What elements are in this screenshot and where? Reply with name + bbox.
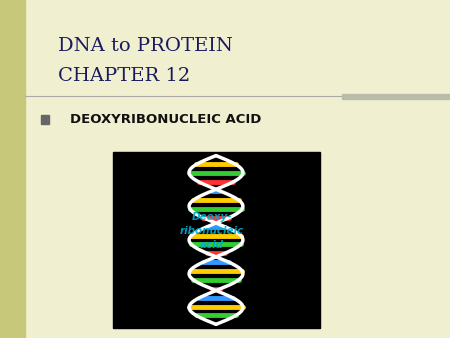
- Text: DNA to PROTEIN: DNA to PROTEIN: [58, 37, 234, 55]
- Bar: [342, 94, 450, 99]
- Bar: [112, 152, 320, 328]
- Text: DEOXYRIBONUCLEIC ACID: DEOXYRIBONUCLEIC ACID: [70, 114, 261, 126]
- Text: CHAPTER 12: CHAPTER 12: [58, 67, 191, 85]
- Bar: [0, 0, 25, 338]
- Bar: [40, 115, 49, 124]
- Text: Deoxy-
ribonucleic
acid: Deoxy- ribonucleic acid: [180, 212, 244, 250]
